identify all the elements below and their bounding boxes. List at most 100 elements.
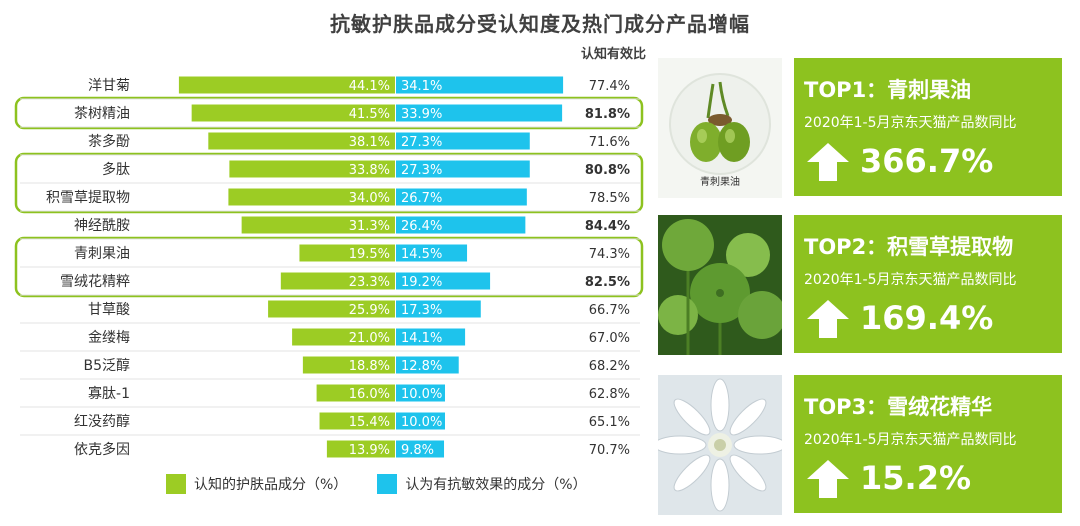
bar-recognized [268,300,395,318]
card-subtitle: 2020年1-5月京东天猫产品数同比 [804,115,1017,131]
category-label: 依克多因 [74,441,130,458]
category-label: 甘草酸 [88,302,130,318]
bar-value-label: 27.3% [401,135,442,150]
bar-antiallergy [396,440,445,458]
bar-value-label: 21.0% [349,331,390,346]
bar-value-label: 27.3% [401,163,442,178]
bar-value-label: 34.1% [401,79,442,94]
bar-antiallergy [396,272,491,290]
ratio-value: 71.6% [589,135,630,150]
card-title: TOP3：雪绒花精华 [804,395,993,419]
bar-value-label: 25.9% [349,303,390,318]
card-title: TOP1：青刺果油 [804,78,972,102]
legend-item-recognized: 认知的护肤品成分（%） [166,474,347,494]
category-label: 洋甘菊 [88,78,130,94]
top1-card: TOP1：青刺果油 2020年1-5月京东天猫产品数同比 366.7% [794,58,1062,196]
top2-card: TOP2：积雪草提取物 2020年1-5月京东天猫产品数同比 169.4% [794,215,1062,353]
bar-value-label: 16.0% [349,387,390,402]
bar-antiallergy [396,412,445,430]
ratio-value: 81.8% [585,107,630,122]
bar-value-label: 33.8% [349,163,390,178]
bar-antiallergy [396,384,445,402]
ratio-value: 65.1% [589,415,630,430]
bar-recognized [302,356,395,374]
top3-card: TOP3：雪绒花精华 2020年1-5月京东天猫产品数同比 15.2% [794,375,1062,513]
card-growth-value: 169.4% [860,299,994,337]
ratio-value: 68.2% [589,359,630,374]
card-title: TOP2：积雪草提取物 [804,235,1014,259]
bar-antiallergy [396,244,468,262]
ratio-value: 84.4% [585,219,630,234]
ratio-header: 认知有效比 [581,46,646,62]
green-berry-photo: 青刺果油 [658,58,782,198]
bar-recognized [178,76,395,94]
card-growth-value: 366.7% [860,142,994,180]
bar-value-label: 23.3% [349,275,390,290]
legend-label-recognized: 认知的护肤品成分（%） [194,477,348,493]
bar-recognized [316,384,395,402]
bar-value-label: 33.9% [401,107,442,122]
bar-recognized [280,272,395,290]
bar-antiallergy [396,300,481,318]
card-growth-value: 15.2% [860,459,972,497]
category-label: 茶多酚 [88,133,130,150]
ratio-value: 82.5% [585,275,630,290]
legend-item-antiallergy: 认为有抗敏效果的成分（%） [377,474,587,494]
bar-value-label: 31.3% [349,219,390,234]
category-label: 红没药醇 [74,413,130,430]
bar-value-label: 44.1% [349,79,390,94]
bar-antiallergy [396,328,466,346]
bar-value-label: 17.3% [401,303,442,318]
bar-antiallergy [396,76,564,94]
card-subtitle: 2020年1-5月京东天猫产品数同比 [804,432,1017,448]
centella-leaves-photo [658,215,782,355]
bar-value-label: 10.0% [401,415,442,430]
bar-antiallergy [396,188,527,206]
bar-value-label: 10.0% [401,387,442,402]
bar-recognized [229,160,395,178]
ratio-value: 78.5% [589,191,630,206]
bar-value-label: 18.8% [349,359,390,374]
ratio-value: 66.7% [589,303,630,318]
bar-recognized [319,412,395,430]
bar-value-label: 38.1% [349,135,390,150]
bar-value-label: 15.4% [349,415,390,430]
bar-value-label: 26.4% [401,219,442,234]
chart-legend: 认知的护肤品成分（%） 认为有抗敏效果的成分（%） [166,474,587,494]
category-label: 寡肽-1 [88,385,130,402]
legend-swatch-recognized [166,474,186,494]
bar-antiallergy [396,216,526,234]
category-label: 积雪草提取物 [46,190,130,206]
category-label: 青刺果油 [74,246,130,262]
bar-value-label: 34.0% [349,191,390,206]
ratio-value: 77.4% [589,79,630,94]
bar-value-label: 19.2% [401,275,442,290]
bar-value-label: 14.1% [401,331,442,346]
bar-antiallergy [396,104,563,122]
category-label: B5泛醇 [83,357,130,374]
ratio-value: 74.3% [589,247,630,262]
bar-value-label: 19.5% [349,247,390,262]
bar-antiallergy [396,356,459,374]
category-label: 金缕梅 [88,330,130,346]
bar-recognized [292,328,395,346]
bar-value-label: 12.8% [401,359,442,374]
bar-value-label: 9.8% [401,443,434,458]
bar-recognized [299,244,395,262]
legend-swatch-antiallergy [377,474,398,494]
highlight-outline [14,152,644,214]
highlight-outline [14,96,644,130]
bar-antiallergy [396,160,530,178]
bar-value-label: 14.5% [401,247,442,262]
bar-recognized [241,216,395,234]
bar-antiallergy [396,132,530,150]
photo-caption: 青刺果油 [700,177,740,188]
up-arrow-icon [807,143,849,181]
ratio-value: 80.8% [585,163,630,178]
ratio-value: 62.8% [589,387,630,402]
category-label: 雪绒花精粹 [60,274,130,290]
up-arrow-icon [807,460,849,498]
bar-value-label: 41.5% [349,107,390,122]
